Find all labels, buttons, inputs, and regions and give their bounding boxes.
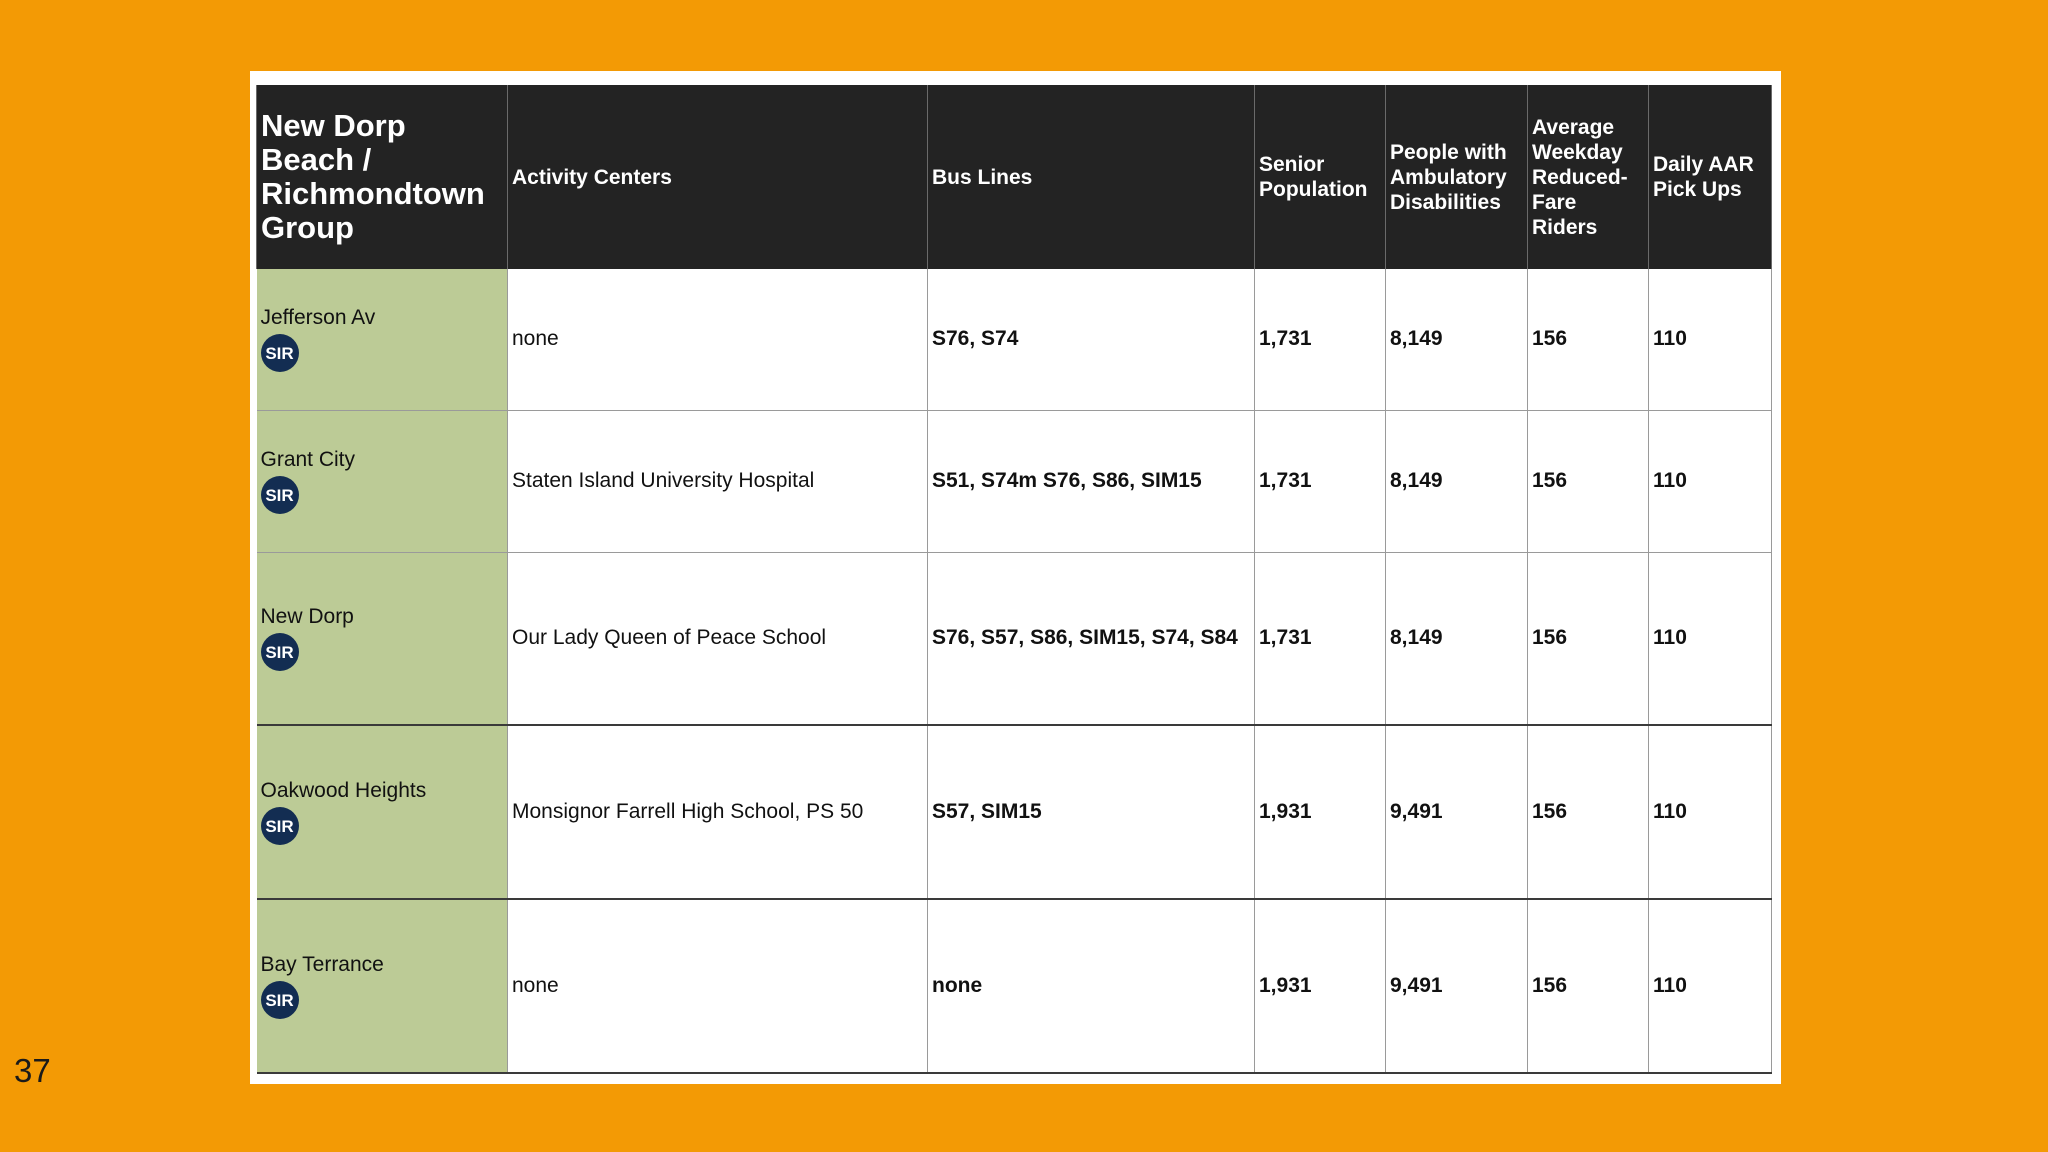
page-number: 37 (14, 1052, 51, 1089)
activity-centers-cell: Staten Island University Hospital (507, 410, 928, 553)
station-name: Grant City (260, 448, 356, 471)
reduced-fare-riders-cell: 156 (1527, 725, 1649, 900)
bus-lines-cell: S76, S74 (927, 269, 1255, 411)
activity-centers-header: Activity Centers (507, 85, 928, 269)
reduced-fare-riders-cell: 156 (1527, 410, 1649, 553)
ambulatory-disabilities-header: People with Ambulatory Disabilities (1385, 85, 1528, 269)
sir-badge-icon: SIR (260, 476, 299, 514)
ambulatory-disabilities-cell: 9,491 (1385, 899, 1528, 1074)
senior-population-cell: 1,931 (1254, 899, 1386, 1074)
station-name: Jefferson Av (260, 306, 376, 330)
senior-population-cell: 1,731 (1254, 269, 1386, 411)
aar-pickups-cell: 110 (1648, 269, 1772, 411)
sir-badge-icon: SIR (260, 807, 299, 845)
reduced-fare-riders-cell: 156 (1527, 899, 1649, 1074)
station-cell: New Dorp SIR (256, 552, 508, 726)
activity-centers-cell: Monsignor Farrell High School, PS 50 (507, 725, 928, 900)
sir-badge-icon: SIR (260, 334, 299, 373)
station-cell: Oakwood Heights SIR (256, 725, 508, 900)
activity-centers-cell: none (507, 269, 928, 411)
station-cell: Grant City SIR (256, 410, 508, 553)
station-cell: Bay Terrance SIR (256, 899, 508, 1074)
aar-pickups-cell: 110 (1648, 552, 1772, 726)
bus-lines-cell: S57, SIM15 (927, 725, 1255, 900)
sir-badge-icon: SIR (260, 981, 299, 1019)
station-name: Bay Terrance (260, 953, 384, 976)
table-row: Oakwood Heights SIR Monsignor Farrell Hi… (256, 725, 1772, 900)
sir-badge-icon: SIR (260, 633, 299, 672)
ambulatory-disabilities-cell: 8,149 (1385, 269, 1528, 411)
ambulatory-disabilities-cell: 9,491 (1385, 725, 1528, 900)
senior-population-cell: 1,931 (1254, 725, 1386, 900)
senior-population-cell: 1,731 (1254, 552, 1386, 726)
table-row: Bay Terrance SIR none none 1,931 9,491 1… (256, 899, 1772, 1074)
reduced-fare-riders-cell: 156 (1527, 552, 1649, 726)
activity-centers-cell: Our Lady Queen of Peace School (507, 552, 928, 726)
aar-pickups-cell: 110 (1648, 725, 1772, 900)
station-name: New Dorp (260, 605, 354, 629)
bus-lines-cell: none (927, 899, 1255, 1074)
station-name: Oakwood Heights (260, 779, 427, 802)
group-header: New Dorp Beach / Richmondtown Group (256, 85, 508, 269)
bus-lines-cell: S51, S74m S76, S86, SIM15 (927, 410, 1255, 553)
reduced-fare-riders-cell: 156 (1527, 269, 1649, 411)
activity-centers-cell: none (507, 899, 928, 1074)
aar-pickups-cell: 110 (1648, 899, 1772, 1074)
bus-lines-cell: S76, S57, S86, SIM15, S74, S84 (927, 552, 1255, 726)
table-header-row: New Dorp Beach / Richmondtown Group Acti… (256, 85, 1772, 269)
station-cell: Jefferson Av SIR (256, 269, 508, 411)
bus-lines-header: Bus Lines (927, 85, 1255, 269)
senior-population-cell: 1,731 (1254, 410, 1386, 553)
ambulatory-disabilities-cell: 8,149 (1385, 552, 1528, 726)
reduced-fare-riders-header: Average Weekday Reduced-Fare Riders (1527, 85, 1649, 269)
station-table: New Dorp Beach / Richmondtown Group Acti… (256, 85, 1772, 1074)
senior-population-header: Senior Population (1254, 85, 1386, 269)
table-row: Jefferson Av SIR none S76, S74 1,731 8,1… (256, 269, 1772, 411)
slide-card: New Dorp Beach / Richmondtown Group Acti… (250, 71, 1781, 1084)
ambulatory-disabilities-cell: 8,149 (1385, 410, 1528, 553)
aar-pickups-cell: 110 (1648, 410, 1772, 553)
table-row: Grant City SIR Staten Island University … (256, 410, 1772, 553)
table-row: New Dorp SIR Our Lady Queen of Peace Sch… (256, 552, 1772, 726)
aar-pickups-header: Daily AAR Pick Ups (1648, 85, 1772, 269)
